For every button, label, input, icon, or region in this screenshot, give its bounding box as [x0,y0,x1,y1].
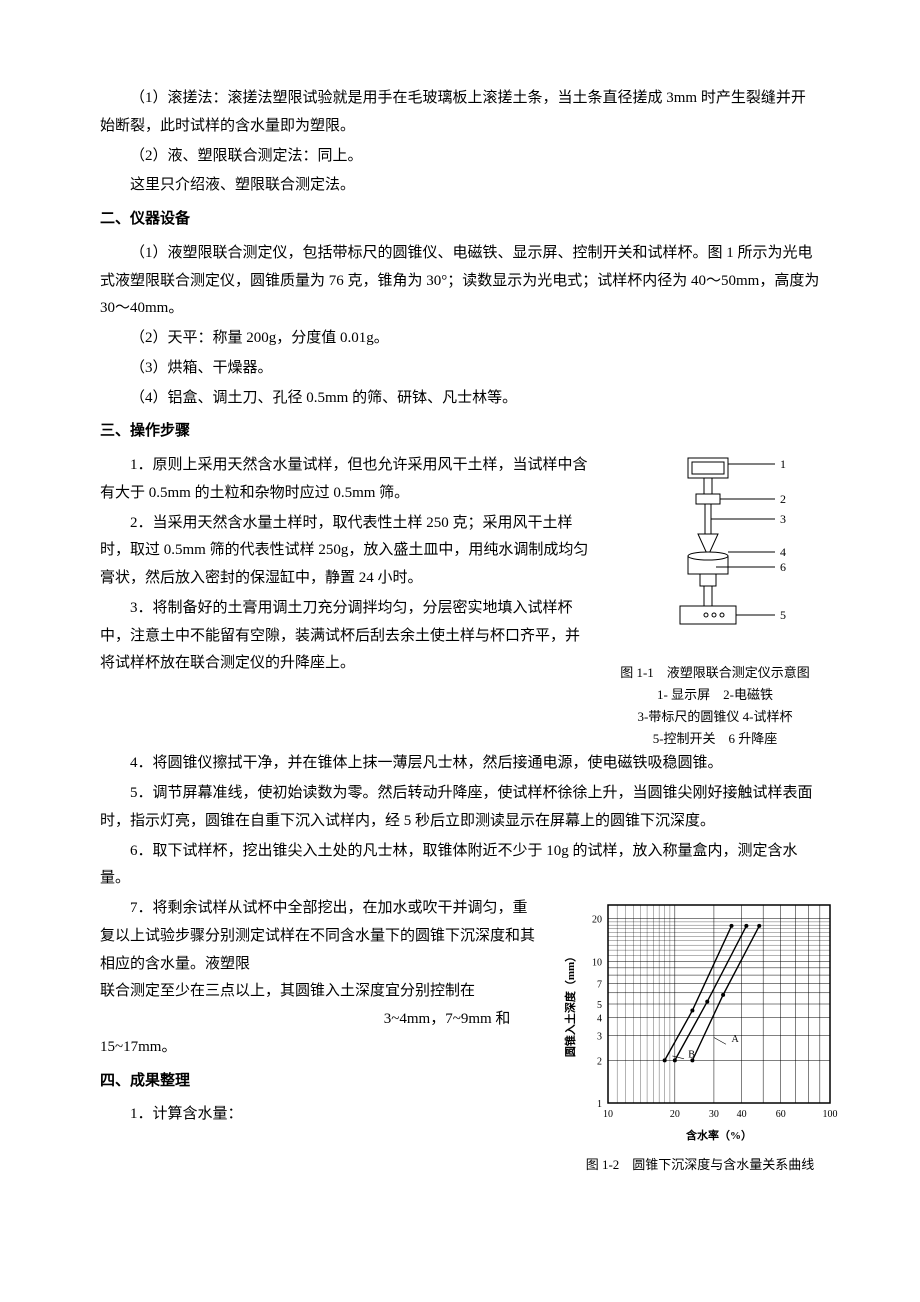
diagram-label-6: 6 [780,560,786,574]
svg-text:3: 3 [597,1032,602,1043]
para-combined-method: （2）液、塑限联合测定法：同上。 [100,143,820,171]
svg-text:5: 5 [597,1000,602,1011]
svg-text:20: 20 [670,1109,680,1120]
figure1-legend-2: 3-带标尺的圆锥仪 4-试样杯 [610,706,820,728]
svg-text:B: B [688,1049,695,1060]
figure1-legend-3: 5-控制开关 6 升降座 [610,728,820,750]
svg-text:10: 10 [592,957,602,968]
svg-text:7: 7 [597,979,602,990]
svg-text:20: 20 [592,915,602,926]
step7-text-c: 3~4mm，7~9mm 和 15~17mm。 [100,1011,510,1055]
para-equip-3: （3）烘箱、干燥器。 [100,355,820,383]
svg-text:2: 2 [597,1056,602,1067]
svg-text:40: 40 [737,1109,747,1120]
figure-1-wrap: 1 2 3 4 6 5 图 1-1 液塑限联合测定仪示意图 1- 显示屏 2-电… [610,452,820,750]
figure-2-wrap: 10 20 30 40 60 100 1 2 3 4 5 7 10 20 含水率（%） 圆锥入土深度（mm） A… [550,895,850,1177]
heading-procedure: 三、操作步骤 [100,418,820,446]
para-step-5: 5．调节屏幕准线，使初始读数为零。然后转动升降座，使试样杯徐徐上升，当圆锥尖刚好… [100,780,820,836]
diagram-label-3: 3 [780,512,786,526]
para-roll-method: （1）滚搓法：滚搓法塑限试验就是用手在毛玻璃板上滚搓土条，当土条直径搓成 3mm… [100,85,820,141]
svg-text:30: 30 [709,1109,719,1120]
figure1-legend-1: 1- 显示屏 2-电磁铁 [610,684,820,706]
svg-text:含水率（%）: 含水率（%） [685,1128,752,1142]
diagram-label-5: 5 [780,608,786,622]
svg-text:圆锥入土深度（mm）: 圆锥入土深度（mm） [563,951,577,1057]
para-intro-note: 这里只介绍液、塑限联合测定法。 [100,172,820,200]
para-step-6: 6．取下试样杯，挖出锥尖入土处的凡士林，取锥体附近不少于 10g 的试样，放入称… [100,838,820,894]
para-equip-2: （2）天平：称量 200g，分度值 0.01g。 [100,325,820,353]
diagram-label-4: 4 [780,545,786,559]
svg-text:100: 100 [823,1109,838,1120]
step7-text-a: 7．将剩余试样从试杯中全部挖出，在加水或吹干并调匀，重复以上试验步骤分别测定试样… [100,900,535,972]
apparatus-diagram: 1 2 3 4 6 5 [610,452,820,652]
svg-text:10: 10 [603,1109,613,1120]
depth-moisture-chart: 10 20 30 40 60 100 1 2 3 4 5 7 10 20 含水率（%） 圆锥入土深度（mm） A… [560,895,840,1145]
diagram-label-1: 1 [780,457,786,471]
heading-equipment: 二、仪器设备 [100,206,820,234]
svg-text:1: 1 [597,1099,602,1110]
figure2-caption: 图 1-2 圆锥下沉深度与含水量关系曲线 [550,1153,850,1177]
diagram-label-2: 2 [780,492,786,506]
figure1-caption: 图 1-1 液塑限联合测定仪示意图 [610,662,820,684]
para-step-4: 4．将圆锥仪擦拭干净，并在锥体上抹一薄层凡士林，然后接通电源，使电磁铁吸稳圆锥。 [100,750,820,778]
svg-text:A: A [731,1034,739,1045]
para-equip-4: （4）铝盒、调土刀、孔径 0.5mm 的筛、研钵、凡士林等。 [100,385,820,413]
svg-text:60: 60 [776,1109,786,1120]
step7-text-b: 联合测定至少在三点以上，其圆锥入土深度宜分别控制在 [100,983,475,999]
svg-text:4: 4 [597,1014,602,1025]
para-equip-1: （1）液塑限联合测定仪，包括带标尺的圆锥仪、电磁铁、显示屏、控制开关和试样杯。图… [100,240,820,323]
